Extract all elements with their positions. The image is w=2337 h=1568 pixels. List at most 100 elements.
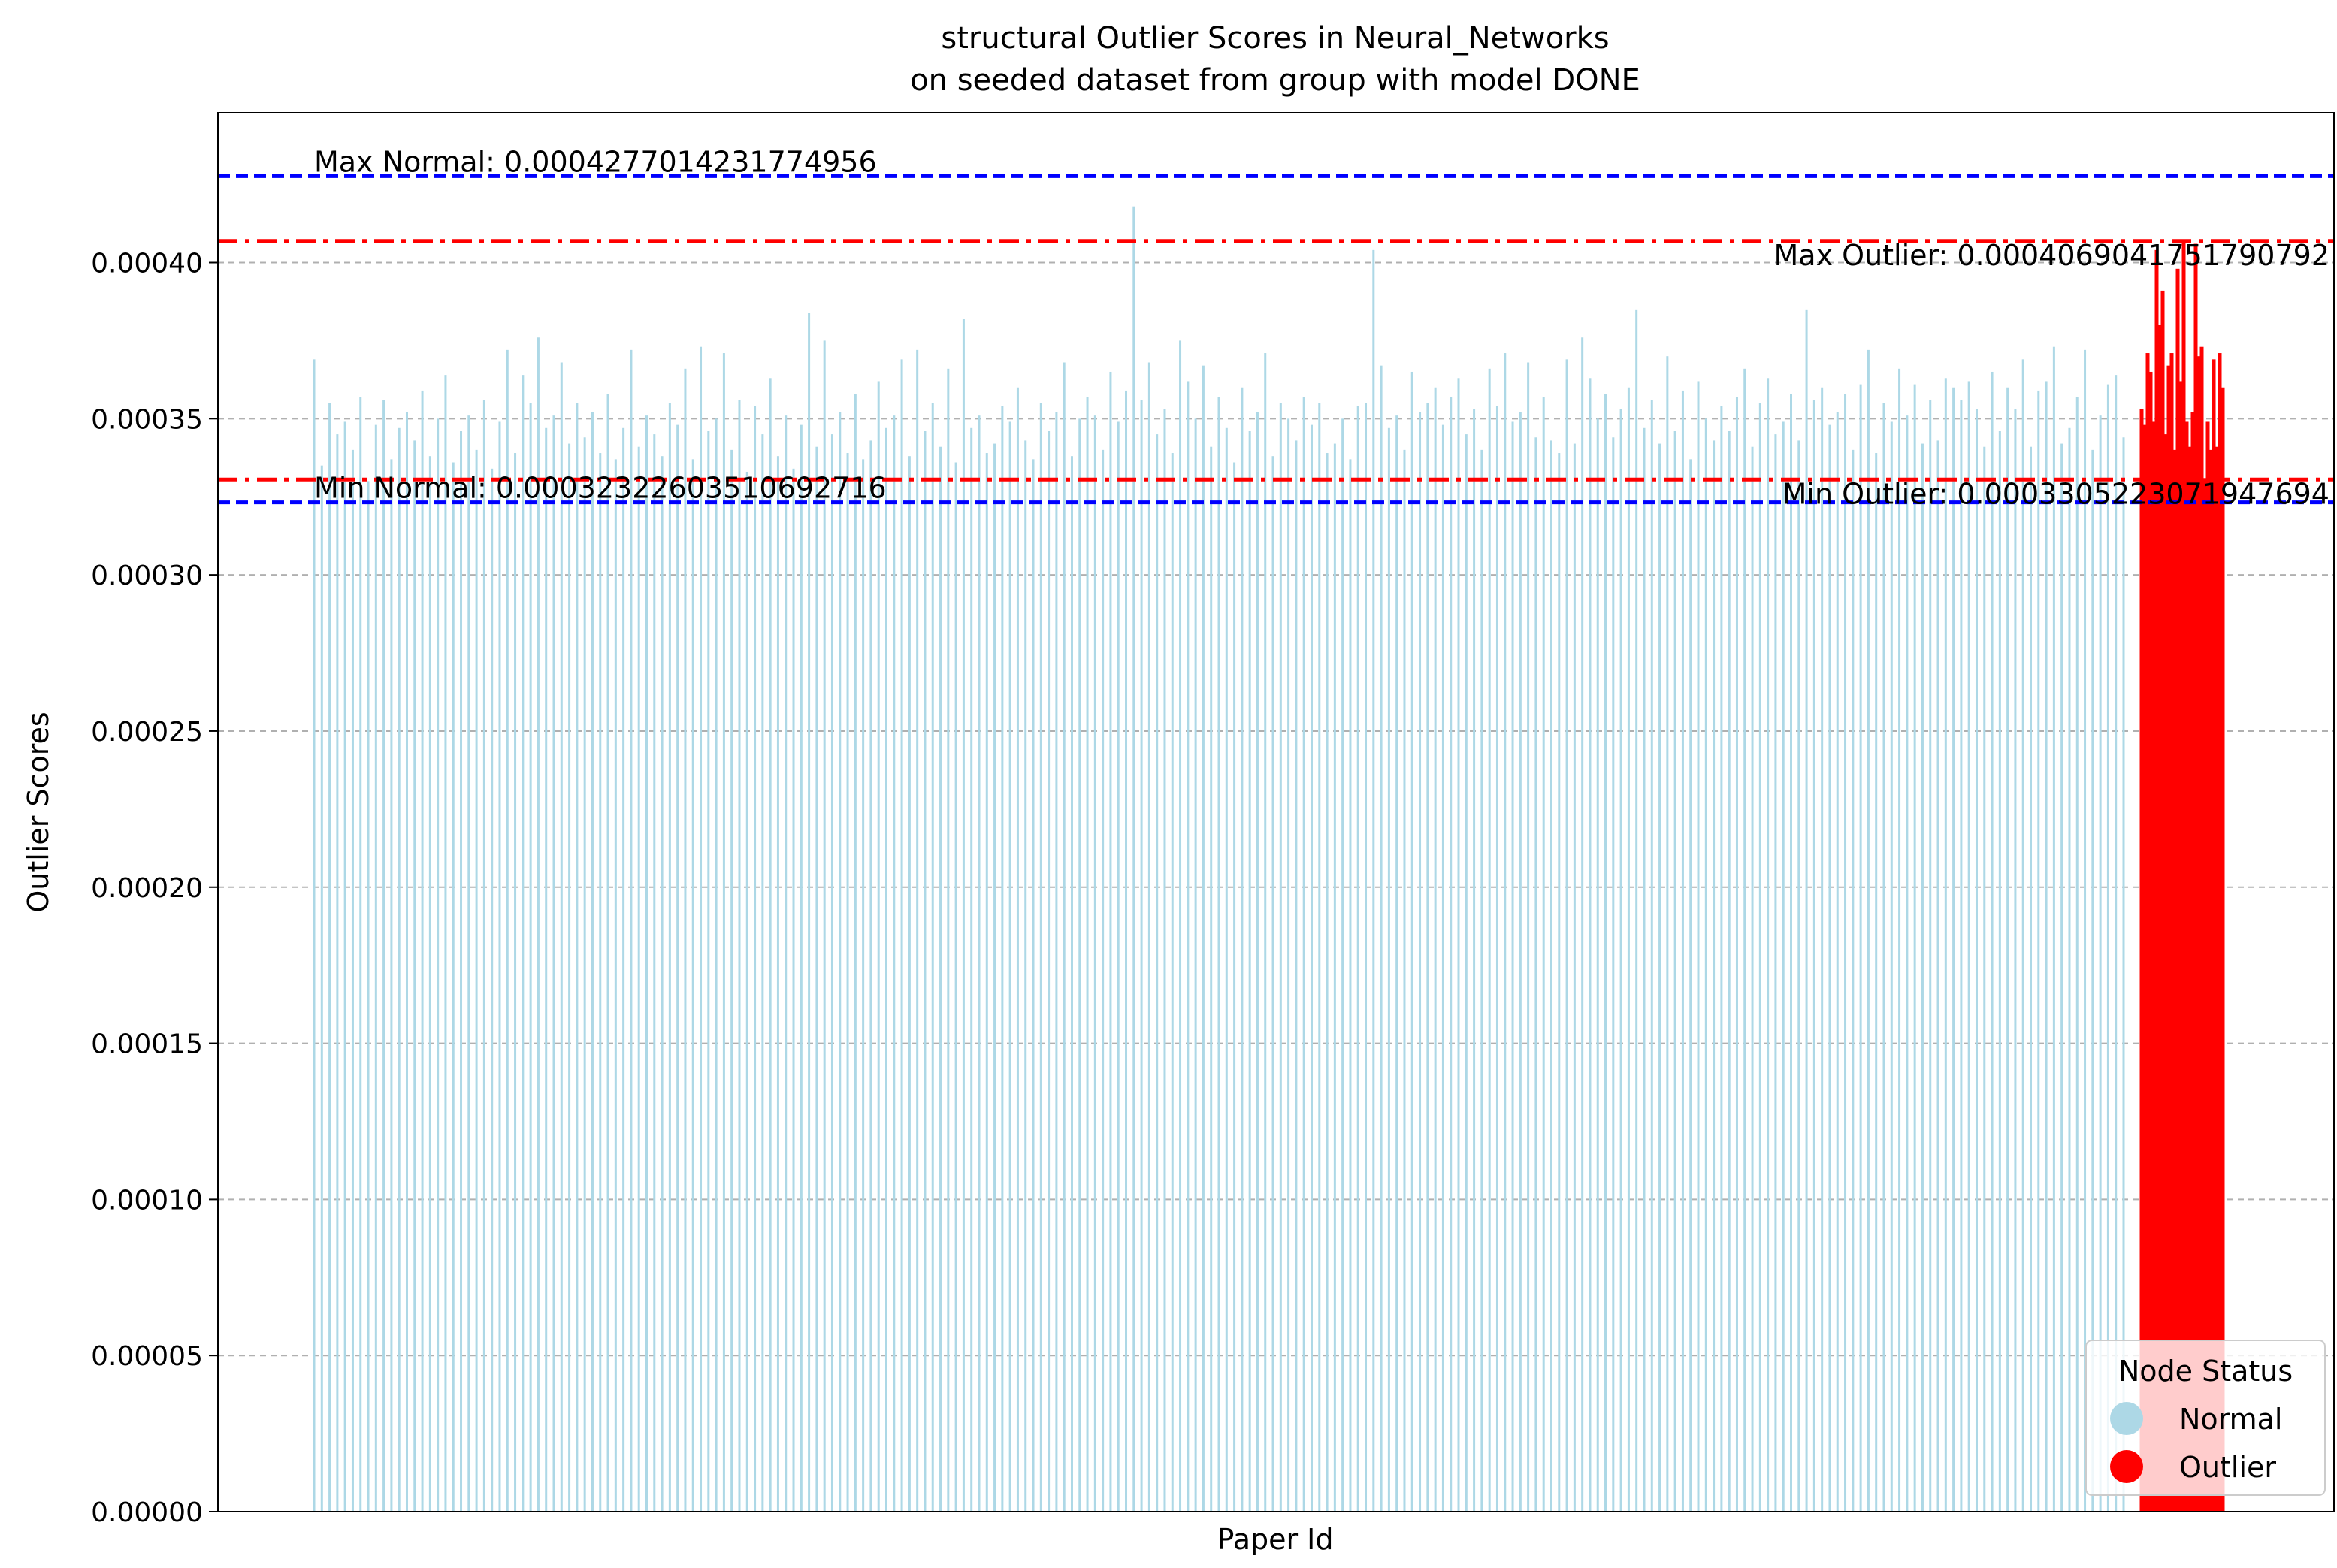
bar-normal xyxy=(398,427,401,1512)
bar-normal xyxy=(1295,440,1298,1512)
bar-normal xyxy=(761,434,764,1512)
bar-outlier xyxy=(2163,434,2168,1512)
bar-normal xyxy=(1906,415,1909,1512)
bar-normal xyxy=(1163,409,1166,1512)
bar-outlier xyxy=(2139,409,2144,1512)
bar-normal xyxy=(537,337,540,1512)
bar-normal xyxy=(1372,249,1375,1512)
bar-normal xyxy=(1016,387,1019,1512)
bar-normal xyxy=(978,415,981,1512)
chart-title-line2: on seeded dataset from group with model … xyxy=(910,63,1640,98)
bar-normal xyxy=(954,462,957,1512)
bar-normal xyxy=(769,378,772,1512)
bar-normal xyxy=(1573,443,1576,1512)
bar-normal xyxy=(1704,418,1707,1512)
bar-normal xyxy=(1194,418,1197,1512)
bar-normal xyxy=(985,453,988,1512)
bar-outlier xyxy=(2196,356,2201,1512)
bar-normal xyxy=(1078,418,1081,1512)
bar-normal xyxy=(1318,403,1321,1512)
bar-normal xyxy=(877,381,880,1512)
bar-normal xyxy=(1511,421,1514,1512)
legend-marker-outlier xyxy=(2110,1450,2143,1483)
bar-normal xyxy=(1070,456,1073,1512)
bar-normal xyxy=(467,415,470,1512)
bar-normal xyxy=(328,403,331,1512)
bar-normal xyxy=(1465,434,1468,1512)
bar-normal xyxy=(800,424,803,1512)
bars xyxy=(313,206,2225,1512)
bar-normal xyxy=(947,368,950,1512)
bar-normal xyxy=(1341,418,1344,1512)
bar-normal xyxy=(1063,362,1066,1512)
bar-normal xyxy=(1202,365,1205,1512)
bar-normal xyxy=(1782,421,1785,1512)
bar-normal xyxy=(1643,427,1646,1512)
bar-normal xyxy=(1836,412,1839,1512)
bar-normal xyxy=(1758,403,1761,1512)
bar-normal xyxy=(428,456,431,1512)
bar-normal xyxy=(1480,449,1483,1512)
bar-normal xyxy=(1534,437,1537,1512)
bar-normal xyxy=(630,349,633,1512)
bar-outlier xyxy=(2160,290,2165,1512)
bar-outlier xyxy=(2142,424,2147,1512)
bar-normal xyxy=(1287,418,1290,1512)
bar-normal xyxy=(460,431,463,1512)
bar-normal xyxy=(1349,459,1352,1512)
ref-label-max-normal: Max Normal: 0.0004277014231774956 xyxy=(314,145,877,178)
bar-normal xyxy=(1549,440,1552,1512)
bar-normal xyxy=(1264,353,1267,1512)
bar-normal xyxy=(2014,409,2017,1512)
bar-normal xyxy=(1998,431,2001,1512)
bar-outlier xyxy=(2181,240,2186,1512)
bar-normal xyxy=(645,415,648,1512)
y-tick-label: 0.00020 xyxy=(91,873,203,904)
bar-normal xyxy=(730,449,733,1512)
bar-normal xyxy=(1395,415,1398,1512)
bar-normal xyxy=(900,359,903,1512)
ref-label-min-outlier: Min Outlier: 0.0003305223071947694 xyxy=(1782,477,2329,510)
bar-normal xyxy=(815,446,818,1512)
bar-normal xyxy=(622,427,625,1512)
bar-normal xyxy=(1055,412,1058,1512)
bar-normal xyxy=(498,421,501,1512)
reference-labels: Max Normal: 0.0004277014231774956 Min Nor… xyxy=(314,145,2329,510)
bar-normal xyxy=(676,424,679,1512)
bar-normal xyxy=(661,456,664,1512)
bar-normal xyxy=(2052,346,2055,1512)
y-tick-label: 0.00040 xyxy=(91,249,203,279)
bar-normal xyxy=(614,459,617,1512)
legend: Node Status Normal Outlier xyxy=(2085,1340,2326,1496)
bar-normal xyxy=(1147,362,1150,1512)
bar-outlier xyxy=(2145,353,2150,1512)
bar-normal xyxy=(444,375,447,1512)
bar-normal xyxy=(1086,397,1089,1512)
bar-normal xyxy=(1720,406,1723,1512)
bar-normal xyxy=(568,443,571,1512)
bar-outlier xyxy=(2154,249,2159,1512)
bar-normal xyxy=(1673,431,1676,1512)
bar-normal xyxy=(1248,431,1251,1512)
bar-normal xyxy=(1225,427,1228,1512)
grid-lines xyxy=(218,261,2334,1512)
bar-normal xyxy=(1419,412,1422,1512)
bar-normal xyxy=(1279,403,1282,1512)
bar-normal xyxy=(754,406,757,1512)
bar-normal xyxy=(1473,409,1476,1512)
bar-outlier xyxy=(2218,353,2222,1512)
bar-normal xyxy=(1326,453,1329,1512)
bar-normal xyxy=(1256,412,1259,1512)
bar-normal xyxy=(885,427,888,1512)
ref-label-min-normal: Min Normal: 0.00032322603510692716 xyxy=(314,472,887,505)
bar-normal xyxy=(382,400,385,1512)
bar-normal xyxy=(1450,397,1453,1512)
bar-normal xyxy=(529,403,532,1512)
bar-normal xyxy=(1975,409,1978,1512)
bar-outlier xyxy=(2202,478,2207,1512)
bar-outlier xyxy=(2157,325,2162,1512)
ref-label-max-outlier: Max Outlier: 0.0004069041751790792 xyxy=(1774,239,2329,272)
bar-outlier xyxy=(2205,421,2210,1512)
bar-normal xyxy=(1310,424,1313,1512)
chart-title-line1: structural Outlier Scores in Neural_Netw… xyxy=(941,21,1609,56)
